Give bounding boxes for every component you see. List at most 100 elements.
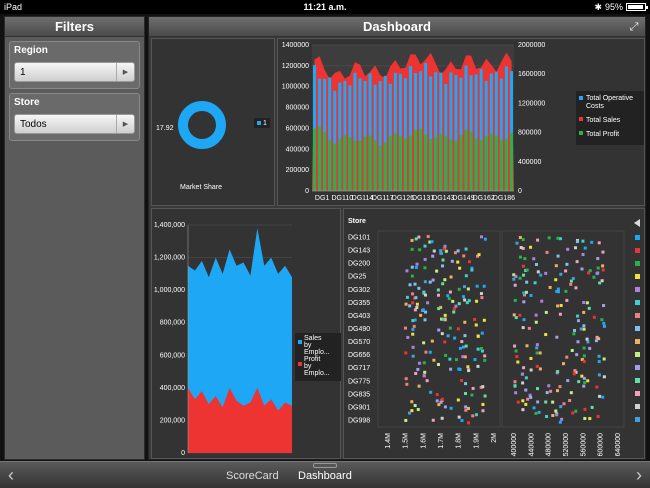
scatter-point[interactable]: [483, 394, 487, 398]
scatter-point[interactable]: [513, 384, 517, 388]
scatter-point[interactable]: [601, 395, 605, 399]
scatter-point[interactable]: [470, 393, 474, 397]
scatter-point[interactable]: [524, 388, 528, 392]
scatter-point[interactable]: [564, 289, 568, 293]
scatter-point[interactable]: [582, 300, 586, 304]
scatter-point[interactable]: [581, 253, 585, 257]
scatter-point[interactable]: [435, 269, 439, 273]
scatter-point[interactable]: [554, 278, 558, 282]
scatter-point[interactable]: [439, 400, 443, 404]
scatter-point[interactable]: [521, 372, 525, 376]
scatter-point[interactable]: [590, 405, 594, 409]
scatter-point[interactable]: [524, 376, 528, 380]
scatter-point[interactable]: [446, 334, 450, 338]
scatter-point[interactable]: [574, 409, 578, 413]
scatter-point[interactable]: [405, 269, 409, 273]
profit-bar[interactable]: [403, 138, 407, 191]
scatter-point[interactable]: [425, 379, 429, 383]
scatter-point[interactable]: [456, 249, 460, 253]
scatter-point[interactable]: [449, 275, 453, 279]
scatter-point[interactable]: [464, 382, 468, 386]
scatter-point[interactable]: [443, 405, 447, 409]
scatter-point[interactable]: [422, 341, 426, 345]
cost-bar[interactable]: [363, 80, 367, 191]
scatter-point[interactable]: [556, 304, 560, 308]
scatter-point[interactable]: [428, 240, 432, 244]
scatter-point[interactable]: [544, 310, 548, 314]
scatter-point[interactable]: [426, 235, 430, 239]
profit-bar[interactable]: [408, 135, 412, 191]
scatter-point[interactable]: [423, 244, 427, 248]
scatter-point[interactable]: [411, 345, 415, 349]
scatter-point[interactable]: [404, 302, 408, 306]
scatter-point[interactable]: [442, 247, 446, 251]
scatter-point[interactable]: [559, 303, 563, 307]
scatter-point[interactable]: [602, 321, 606, 325]
scatter-point[interactable]: [479, 346, 483, 350]
cost-bar[interactable]: [509, 71, 513, 191]
scatter-point[interactable]: [587, 306, 591, 310]
scatter-point[interactable]: [529, 368, 533, 372]
cost-bar[interactable]: [494, 71, 498, 191]
scatter-point[interactable]: [580, 267, 584, 271]
scatter-point[interactable]: [581, 239, 585, 243]
scatter-point[interactable]: [594, 339, 598, 343]
scatter-point[interactable]: [463, 298, 467, 302]
scatter-point[interactable]: [525, 344, 529, 348]
scatter-point[interactable]: [582, 384, 586, 388]
profit-bar[interactable]: [333, 143, 337, 191]
scatter-point[interactable]: [467, 299, 471, 303]
scatter-point[interactable]: [597, 373, 601, 377]
scatter-point[interactable]: [440, 397, 444, 401]
scatter-point[interactable]: [439, 249, 443, 253]
cost-bar[interactable]: [504, 66, 508, 191]
cost-bar[interactable]: [499, 78, 503, 191]
cost-bar[interactable]: [484, 80, 488, 191]
scatter-point[interactable]: [411, 301, 415, 305]
scatter-point[interactable]: [461, 345, 465, 349]
profit-bar[interactable]: [474, 138, 478, 191]
cost-bar[interactable]: [434, 72, 438, 191]
scatter-point[interactable]: [441, 282, 445, 286]
profit-bar[interactable]: [393, 132, 397, 191]
scatter-point[interactable]: [547, 236, 551, 240]
scatter-point[interactable]: [440, 332, 444, 336]
scatter-point[interactable]: [602, 357, 606, 361]
scatter-point[interactable]: [404, 418, 408, 422]
scatter-point[interactable]: [556, 254, 560, 258]
scatter-point[interactable]: [415, 262, 419, 266]
scatter-point[interactable]: [522, 318, 526, 322]
scatter-point[interactable]: [598, 394, 602, 398]
scatter-point[interactable]: [463, 355, 467, 359]
chevron-left-icon[interactable]: ‹: [8, 465, 14, 485]
scatter-point[interactable]: [412, 324, 416, 328]
scatter-point[interactable]: [410, 238, 414, 242]
scatter-point[interactable]: [535, 364, 539, 368]
scatter-point[interactable]: [580, 358, 584, 362]
scatter-point[interactable]: [592, 275, 596, 279]
scatter-point[interactable]: [431, 278, 435, 282]
profit-bar[interactable]: [358, 140, 362, 191]
scatter-point[interactable]: [597, 337, 601, 341]
scatter-point[interactable]: [577, 380, 581, 384]
scatter-point[interactable]: [422, 361, 426, 365]
scatter-point[interactable]: [596, 415, 600, 419]
scatter-point[interactable]: [415, 302, 419, 306]
scatter-point[interactable]: [481, 409, 485, 413]
scatter-point[interactable]: [512, 273, 516, 277]
profit-area[interactable]: [188, 387, 292, 453]
scatter-point[interactable]: [527, 326, 531, 330]
expand-icon[interactable]: ⤢: [629, 21, 639, 33]
scatter-point[interactable]: [444, 249, 448, 253]
scatter-point[interactable]: [596, 271, 600, 275]
scatter-point[interactable]: [544, 400, 548, 404]
scatter-point[interactable]: [547, 384, 551, 388]
scatter-point[interactable]: [558, 385, 562, 389]
scatter-point[interactable]: [405, 295, 409, 299]
scatter-point[interactable]: [435, 393, 439, 397]
scatter-point[interactable]: [411, 328, 415, 332]
scatter-point[interactable]: [422, 374, 426, 378]
profit-bar[interactable]: [489, 133, 493, 191]
scatter-point[interactable]: [554, 264, 558, 268]
cost-bar[interactable]: [353, 72, 357, 191]
